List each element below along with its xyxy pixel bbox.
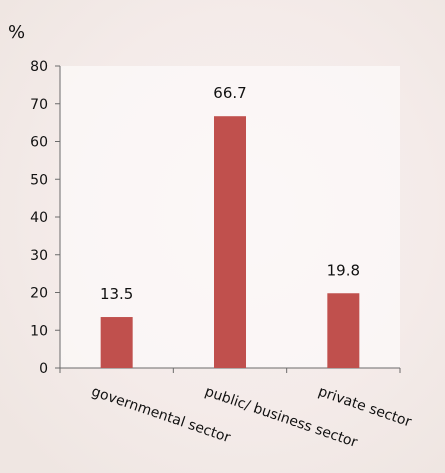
data-label: 19.8 <box>327 261 360 279</box>
y-axis: 0 10 20 30 40 50 60 70 80 <box>30 59 61 377</box>
y-tick-label: 30 <box>30 248 48 264</box>
y-tick-label: 40 <box>30 210 48 226</box>
y-tick-label: 80 <box>30 59 48 75</box>
y-tick-label: 20 <box>30 286 48 302</box>
y-tick-label: 10 <box>30 323 48 339</box>
y-tick-label: 70 <box>30 97 48 113</box>
data-label: 66.7 <box>213 84 246 102</box>
bar <box>214 116 246 369</box>
bar <box>100 317 133 368</box>
bars <box>100 116 360 369</box>
bar <box>327 293 360 368</box>
y-tick-label: 50 <box>30 172 48 188</box>
y-tick-label: 0 <box>39 361 48 377</box>
y-unit-label: % <box>8 22 25 43</box>
data-label: 13.5 <box>100 285 133 303</box>
y-tick-label: 60 <box>30 135 48 151</box>
data-labels: 13.5 66.7 19.8 <box>100 84 360 303</box>
